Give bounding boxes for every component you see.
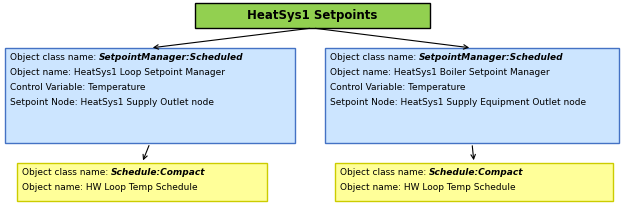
Text: Object class name:: Object class name: bbox=[22, 168, 111, 177]
Text: Control Variable: Temperature: Control Variable: Temperature bbox=[10, 83, 145, 92]
Text: Control Variable: Temperature: Control Variable: Temperature bbox=[330, 83, 466, 92]
FancyBboxPatch shape bbox=[335, 163, 613, 201]
Text: Object class name:: Object class name: bbox=[340, 168, 429, 177]
Text: Object class name:: Object class name: bbox=[330, 53, 419, 62]
Text: Object name: HW Loop Temp Schedule: Object name: HW Loop Temp Schedule bbox=[340, 183, 515, 192]
Text: Object name: HeatSys1 Boiler Setpoint Manager: Object name: HeatSys1 Boiler Setpoint Ma… bbox=[330, 68, 550, 77]
FancyBboxPatch shape bbox=[325, 48, 619, 143]
FancyBboxPatch shape bbox=[5, 48, 295, 143]
Text: SetpointManager:Scheduled: SetpointManager:Scheduled bbox=[419, 53, 563, 62]
Text: Setpoint Node: HeatSys1 Supply Equipment Outlet node: Setpoint Node: HeatSys1 Supply Equipment… bbox=[330, 98, 586, 107]
Text: Schedule:Compact: Schedule:Compact bbox=[111, 168, 206, 177]
FancyBboxPatch shape bbox=[195, 3, 430, 28]
Text: SetpointManager:Scheduled: SetpointManager:Scheduled bbox=[99, 53, 244, 62]
Text: Schedule:Compact: Schedule:Compact bbox=[429, 168, 524, 177]
Text: Object name: HW Loop Temp Schedule: Object name: HW Loop Temp Schedule bbox=[22, 183, 198, 192]
Text: HeatSys1 Setpoints: HeatSys1 Setpoints bbox=[247, 9, 378, 22]
Text: Object class name:: Object class name: bbox=[10, 53, 99, 62]
Text: Setpoint Node: HeatSys1 Supply Outlet node: Setpoint Node: HeatSys1 Supply Outlet no… bbox=[10, 98, 214, 107]
Text: Object name: HeatSys1 Loop Setpoint Manager: Object name: HeatSys1 Loop Setpoint Mana… bbox=[10, 68, 225, 77]
FancyBboxPatch shape bbox=[17, 163, 267, 201]
